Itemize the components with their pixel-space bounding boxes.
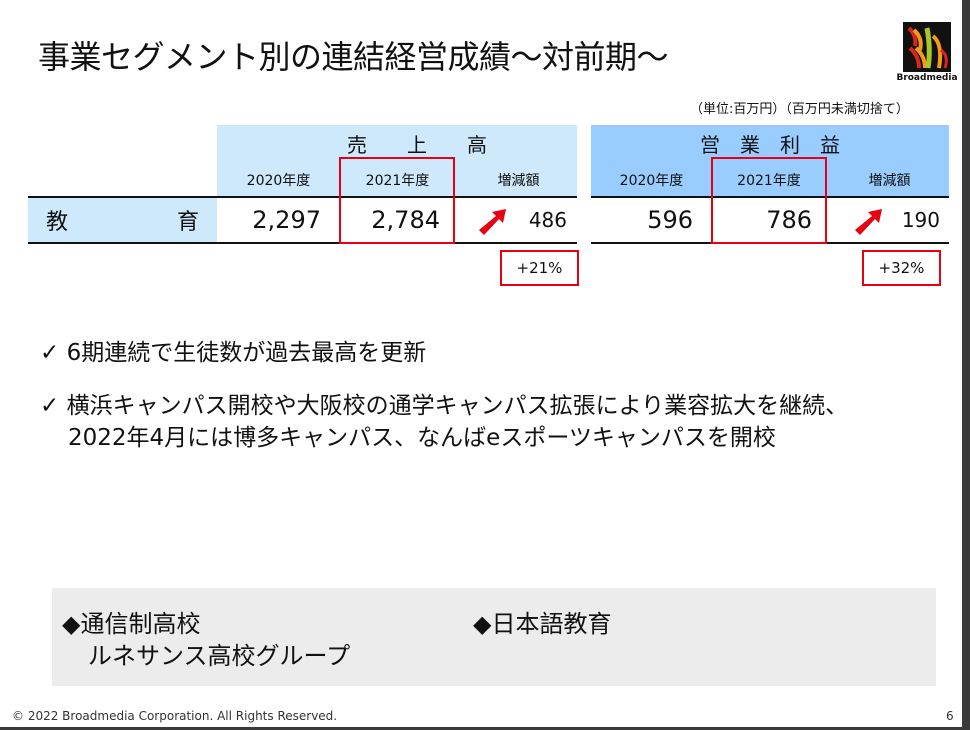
logo-text: Broadmedia [896, 73, 958, 83]
row-label-char: 教 [46, 210, 69, 235]
sales-diff-value: 486 [528, 208, 567, 232]
unit-note: （単位:百万円）（百万円未満切捨て） [690, 102, 909, 117]
profit-growth-badge: +32% [862, 250, 941, 286]
sales-2021-value: 2,784 [371, 206, 440, 234]
profit-2020-value: 596 [647, 206, 693, 234]
profit-col-2021: 2021年度 [737, 172, 801, 189]
window-border [0, 727, 970, 730]
sales-col-diff: 増減額 [497, 172, 540, 189]
page-number: 6 [946, 709, 954, 723]
box-left-subtitle: ルネサンス高校グループ [88, 642, 351, 670]
sales-col-2021: 2021年度 [365, 172, 430, 189]
check-icon: ✓ [40, 340, 60, 366]
profit-header-bg [591, 125, 949, 197]
profit-2021-value: 786 [766, 206, 812, 234]
row-label: 教 育 [28, 198, 217, 242]
highlight-box [711, 157, 827, 244]
table-line [28, 196, 577, 198]
bullet-text: 6期連続で生徒数が過去最高を更新 [66, 340, 427, 366]
sales-col-2020: 2020年度 [246, 172, 311, 189]
table-line [28, 242, 577, 244]
bullet-item: ✓ 横浜キャンパス開校や大阪校の通学キャンパス拡張により業容拡大を継続、 [40, 390, 848, 422]
profit-col-diff: 増減額 [868, 172, 911, 189]
box-left-title: ◆通信制高校 [62, 610, 201, 638]
business-box [52, 588, 936, 686]
sales-growth-badge: +21% [500, 250, 579, 286]
window-border [962, 0, 970, 730]
broadmedia-logo [903, 22, 951, 72]
row-label-char: 育 [176, 210, 199, 235]
check-icon: ✓ [40, 393, 60, 419]
sales-subheader-row [217, 162, 577, 197]
highlight-box [339, 157, 455, 244]
box-right-title: ◆日本語教育 [473, 610, 612, 638]
sales-header: 売 上 高 [217, 125, 577, 162]
page-title: 事業セグメント別の連結経営成績～対前期～ [38, 38, 669, 76]
bullet-text: 横浜キャンパス開校や大阪校の通学キャンパス拡張により業容拡大を継続、 [66, 393, 849, 419]
profit-diff-value: 190 [901, 208, 940, 232]
bullet-text-continued: 2022年4月には博多キャンパス、なんばeスポーツキャンパスを開校 [68, 425, 776, 451]
profit-header: 営 業 利 益 [700, 133, 840, 157]
table-line [591, 196, 949, 198]
sales-2020-value: 2,297 [252, 206, 321, 234]
profit-col-2020: 2020年度 [619, 172, 684, 189]
copyright: © 2022 Broadmedia Corporation. All Right… [12, 709, 338, 723]
up-arrow-icon [479, 209, 506, 235]
bullet-item: ✓ 6期連続で生徒数が過去最高を更新 [40, 337, 426, 369]
up-arrow-icon [855, 209, 882, 235]
